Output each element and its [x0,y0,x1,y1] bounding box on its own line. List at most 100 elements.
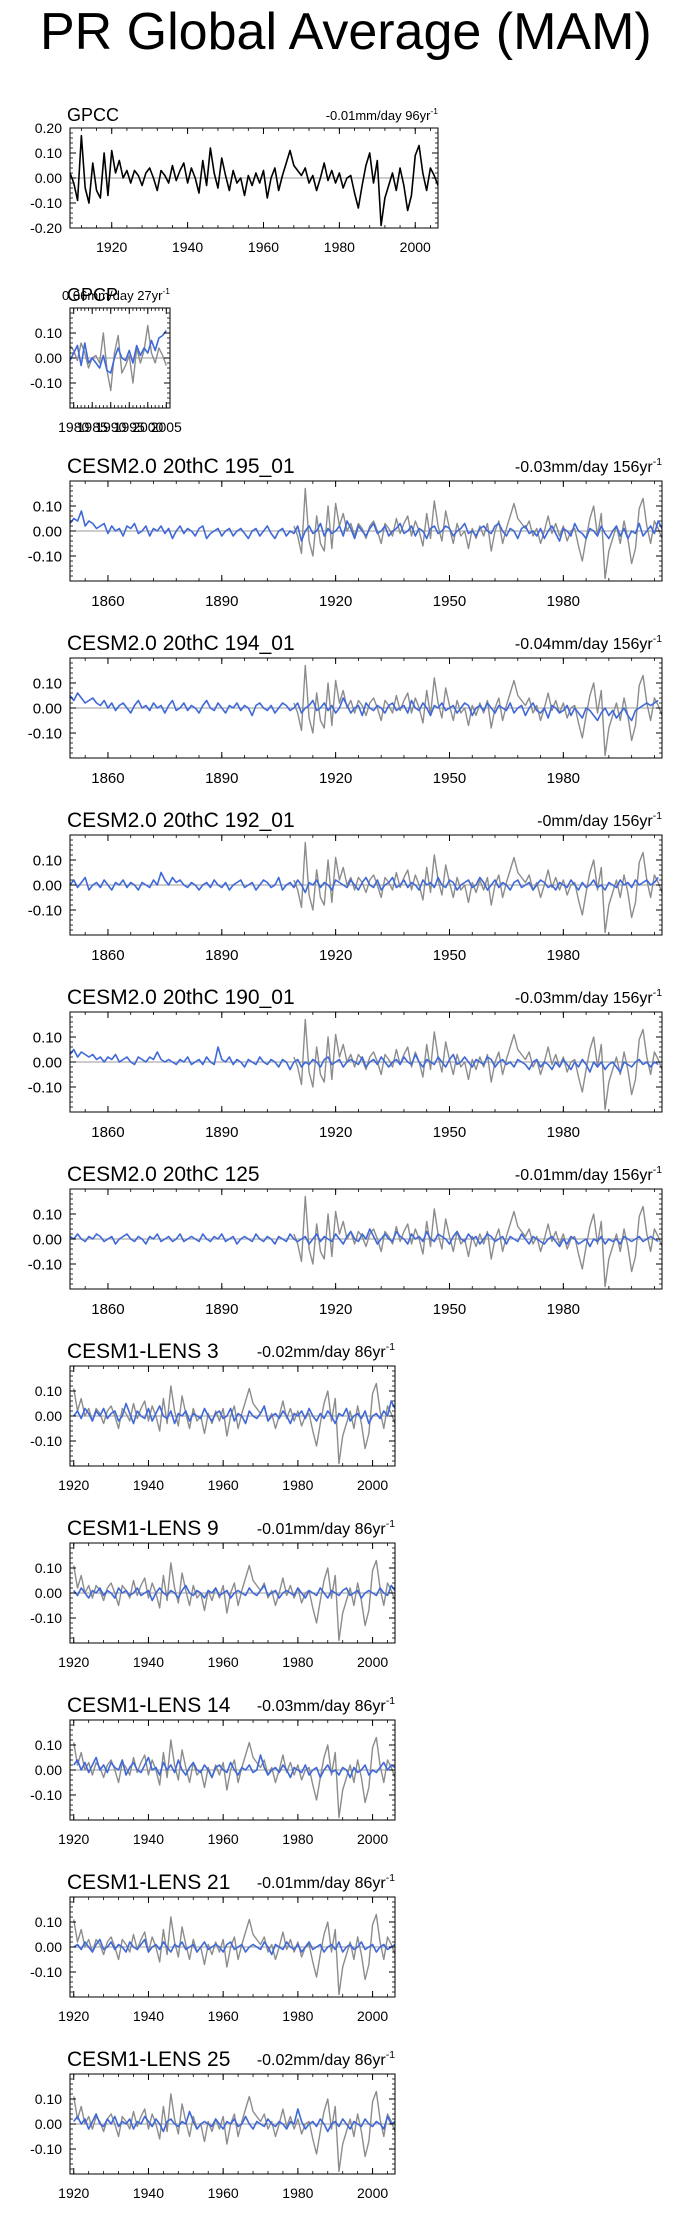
y-tick-label: -0.10 [28,902,62,919]
y-tick-label: 0.00 [33,877,62,894]
x-tick-label: 1890 [205,1124,238,1141]
x-tick-label: 1980 [282,2008,313,2024]
x-tick-label: 1980 [547,1301,580,1318]
x-tick-label: 1920 [58,2008,89,2024]
panel-title: CESM1-LENS 14 [67,1694,231,1717]
x-tick-label: 1920 [58,2185,89,2201]
x-tick-label: 1920 [319,770,352,787]
series-line-model [70,1046,659,1073]
x-tick-label: 2000 [357,1477,388,1493]
series-line-observed_overlay [293,841,662,934]
series-group [70,1018,662,1111]
x-tick-label: 1980 [547,770,580,787]
y-tick-label: 0.10 [33,1029,62,1046]
plot-frame [69,1188,663,1290]
x-tick-label: 1980 [324,239,355,255]
x-tick-label: 1860 [91,1301,124,1318]
series-line-observed [70,134,438,227]
x-tick-label: 1860 [91,593,124,610]
x-tick-label: 1920 [58,1831,89,1847]
y-tick-label: 0.00 [35,1939,62,1955]
y-tick-label: -0.10 [30,375,62,391]
plot-frame [69,1365,396,1467]
x-tick-label: 1950 [433,1124,466,1141]
x-tick-label: 2000 [357,2185,388,2201]
x-tick-label: 1960 [208,1477,239,1493]
x-tick-label: 1940 [133,2008,164,2024]
series-group [70,487,662,580]
y-tick-label: 0.00 [35,1762,62,1778]
panel-title: CESM1-LENS 9 [67,1517,219,1540]
panel-title: CESM2.0 20thC 192_01 [67,809,295,832]
x-tick-label: 1940 [133,2185,164,2201]
x-tick-label: 1980 [58,419,89,435]
trend-label: -0.02mm/day 86yr-1 [257,1342,395,1361]
x-tick-label: 1860 [91,947,124,964]
y-tick-label: -0.10 [30,195,62,211]
plot-frame [69,127,439,229]
y-tick-label: -0.10 [30,2141,62,2157]
x-tick-label: 1980 [547,947,580,964]
x-tick-label: 1920 [58,1477,89,1493]
x-tick-label: 1980 [282,2185,313,2201]
trend-label: -0.03mm/day 86yr-1 [257,1696,395,1715]
panel-title: GPCP [67,285,118,305]
x-tick-label: 1890 [205,1301,238,1318]
trend-label: -0.03mm/day 156yr-1 [515,988,662,1007]
series-line-observed_overlay [293,1018,662,1111]
x-tick-label: 1920 [319,1124,352,1141]
x-tick-label: 1960 [208,1654,239,1670]
y-tick-label: 0.00 [35,350,62,366]
y-tick-label: 0.10 [35,1914,62,1930]
plot-frame [69,307,171,409]
y-tick-label: 0.10 [35,1737,62,1753]
x-tick-label: 1860 [91,1124,124,1141]
y-tick-label: 0.10 [33,498,62,515]
y-tick-label: -0.10 [28,1079,62,1096]
y-tick-label: 0.10 [35,145,62,161]
series-line-model [70,692,659,722]
x-tick-label: 1920 [319,593,352,610]
plot-frame [69,1542,396,1644]
page-title: PR Global Average (MAM) [40,3,652,61]
series-line-model [73,2108,395,2133]
panel-title: CESM1-LENS 25 [67,2048,230,2071]
x-tick-label: 1985 [77,419,108,435]
y-tick-label: 0.00 [35,1585,62,1601]
panel-title: CESM2.0 20thC 125 [67,1163,260,1186]
panel-title: CESM2.0 20thC 190_01 [67,986,295,1009]
plot-frame [69,480,663,582]
trend-label: -0.01mm/day 96yr-1 [326,106,439,123]
series-group [73,1559,395,1642]
y-tick-label: 0.00 [35,170,62,186]
trend-label: 0.06mm/day 27yr-1 [62,286,170,303]
plot-frame [69,2073,396,2175]
trend-label: -0.03mm/day 156yr-1 [515,457,662,476]
x-tick-label: 1960 [208,2185,239,2201]
y-tick-label: 0.00 [33,1054,62,1071]
y-tick-label: 0.10 [33,675,62,692]
x-tick-label: 1960 [208,2008,239,2024]
trend-label: -0.01mm/day 156yr-1 [515,1165,662,1184]
x-tick-label: 2000 [357,1831,388,1847]
x-tick-label: 1980 [547,593,580,610]
series-group [73,1913,395,1996]
plot-frame [69,657,663,759]
x-tick-label: 1960 [248,239,279,255]
x-tick-label: 1950 [433,770,466,787]
y-tick-label: -0.10 [30,1610,62,1626]
panel-title: CESM2.0 20thC 194_01 [67,632,295,655]
y-tick-label: 0.00 [35,1408,62,1424]
series-line-observed_overlay [73,2090,395,2173]
series-group [70,841,662,934]
x-tick-label: 1980 [282,1654,313,1670]
x-tick-label: 1860 [91,770,124,787]
y-tick-label: -0.10 [30,1787,62,1803]
